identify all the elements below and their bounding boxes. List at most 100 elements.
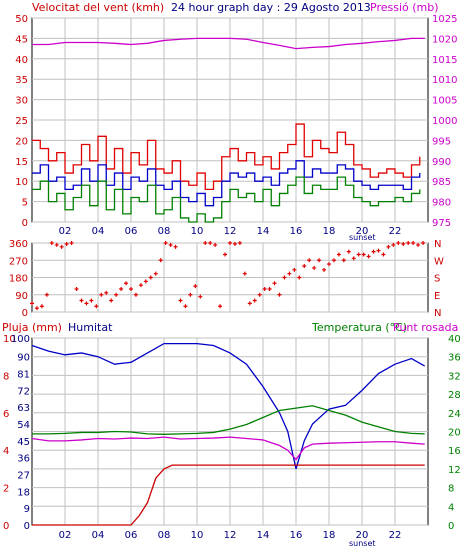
direction-point [198, 294, 203, 299]
direction-point [331, 258, 336, 263]
pressure-y-tick: 1000 [432, 116, 457, 127]
direction-point [148, 275, 153, 280]
direction-y-tick: 0 [22, 308, 28, 319]
top-x-tick: 22 [389, 226, 402, 237]
direction-point [257, 292, 262, 297]
bottom-x-tick: 04 [92, 530, 105, 541]
direction-point [74, 287, 79, 291]
direction-point [237, 241, 242, 245]
direction-point [213, 242, 218, 247]
rain-axis-title: Pluja (mm) [2, 321, 62, 334]
top-x-tick: 06 [125, 226, 138, 237]
direction-point [401, 241, 406, 246]
direction-point [173, 244, 178, 249]
wind-y-tick: 40 [15, 55, 28, 66]
direction-point [292, 267, 297, 272]
direction-point [307, 258, 312, 263]
direction-point [302, 264, 307, 268]
humidity-y-tick: 0 [24, 521, 30, 532]
direction-point [341, 258, 346, 263]
bottom-x-tick: 10 [191, 530, 204, 541]
direction-point [183, 304, 188, 309]
humidity-y-tick: 72 [17, 386, 30, 397]
direction-point [277, 292, 282, 297]
rain-y-tick: 8 [3, 371, 9, 382]
direction-point [262, 287, 267, 291]
pressure-axis-title: Pressió (mb) [370, 1, 439, 14]
direction-point [232, 241, 237, 246]
compass-tick: N [434, 239, 441, 250]
temperature-y-tick: 8 [448, 484, 454, 495]
wind-axis-title: Velocitat del vent (kmh) [32, 1, 164, 14]
humidity-y-tick: 9 [24, 504, 30, 515]
temperature-y-tick: 20 [448, 428, 461, 439]
top-x-tick: 10 [191, 226, 204, 237]
direction-point [361, 252, 366, 257]
direction-point [351, 256, 356, 261]
direction-point [312, 265, 317, 270]
wind-y-tick: 20 [15, 136, 28, 147]
pressure-y-tick: 1010 [432, 75, 457, 86]
top-x-tick: 18 [323, 226, 336, 237]
top-x-tick: 16 [290, 226, 303, 237]
temperature-y-tick: 36 [448, 353, 461, 364]
humidity-y-tick: 45 [17, 437, 30, 448]
direction-point [138, 283, 143, 288]
dewpoint-axis-title: Punt rosada [393, 321, 458, 334]
pressure-y-tick: 995 [432, 136, 451, 147]
bottom-x-tick: 18 [323, 530, 336, 541]
top-x-tick: 20 [356, 226, 369, 237]
sunset-marker-top: sunset [349, 233, 376, 242]
direction-point [391, 242, 396, 247]
direction-point [203, 241, 208, 245]
humidity-y-tick: 100 [11, 334, 30, 345]
top-x-tick: 04 [92, 226, 105, 237]
compass-tick: S [434, 274, 440, 285]
direction-point [79, 298, 84, 303]
humidity-y-tick: 18 [17, 487, 30, 498]
temperature-y-tick: 24 [448, 409, 461, 420]
top-x-tick: 02 [59, 226, 72, 237]
pressure-y-tick: 1020 [432, 34, 457, 45]
direction-point [228, 241, 232, 245]
direction-y-tick: 180 [9, 274, 28, 285]
direction-point [188, 292, 193, 297]
humidity-y-tick: 90 [17, 353, 30, 364]
humidity-y-tick: 63 [17, 403, 30, 414]
direction-point [336, 252, 341, 257]
direction-point [158, 258, 163, 263]
direction-point [376, 248, 381, 253]
direction-point [59, 244, 64, 249]
pressure-y-tick: 985 [432, 177, 451, 188]
direction-point [356, 252, 361, 257]
wind-y-tick: 0 [22, 218, 28, 229]
compass-tick: E [434, 291, 440, 302]
direction-y-tick: 360 [9, 239, 28, 250]
series-wind_avg-line [32, 160, 421, 207]
series-wind_gust_fill-line [32, 176, 421, 223]
temperature-y-tick: 0 [448, 521, 454, 532]
direction-point [30, 301, 34, 306]
direction-point [218, 304, 223, 309]
pressure-y-tick: 975 [432, 218, 451, 229]
direction-point [133, 292, 138, 297]
series-rain-line [32, 464, 425, 526]
direction-point [297, 275, 302, 280]
direction-point [287, 271, 292, 276]
wind-y-tick: 30 [15, 96, 28, 107]
compass-tick: N [434, 308, 441, 319]
direction-point [406, 241, 411, 245]
direction-point [366, 254, 371, 259]
direction-point [39, 304, 44, 309]
direction-point [84, 301, 89, 306]
pressure-y-tick: 990 [432, 157, 451, 168]
chart-marks [30, 37, 426, 526]
temperature-y-tick: 16 [448, 446, 461, 457]
direction-point [242, 271, 247, 276]
direction-point [208, 241, 213, 245]
direction-point [223, 252, 228, 257]
temperature-y-tick: 32 [448, 371, 461, 382]
direction-point [44, 292, 49, 297]
